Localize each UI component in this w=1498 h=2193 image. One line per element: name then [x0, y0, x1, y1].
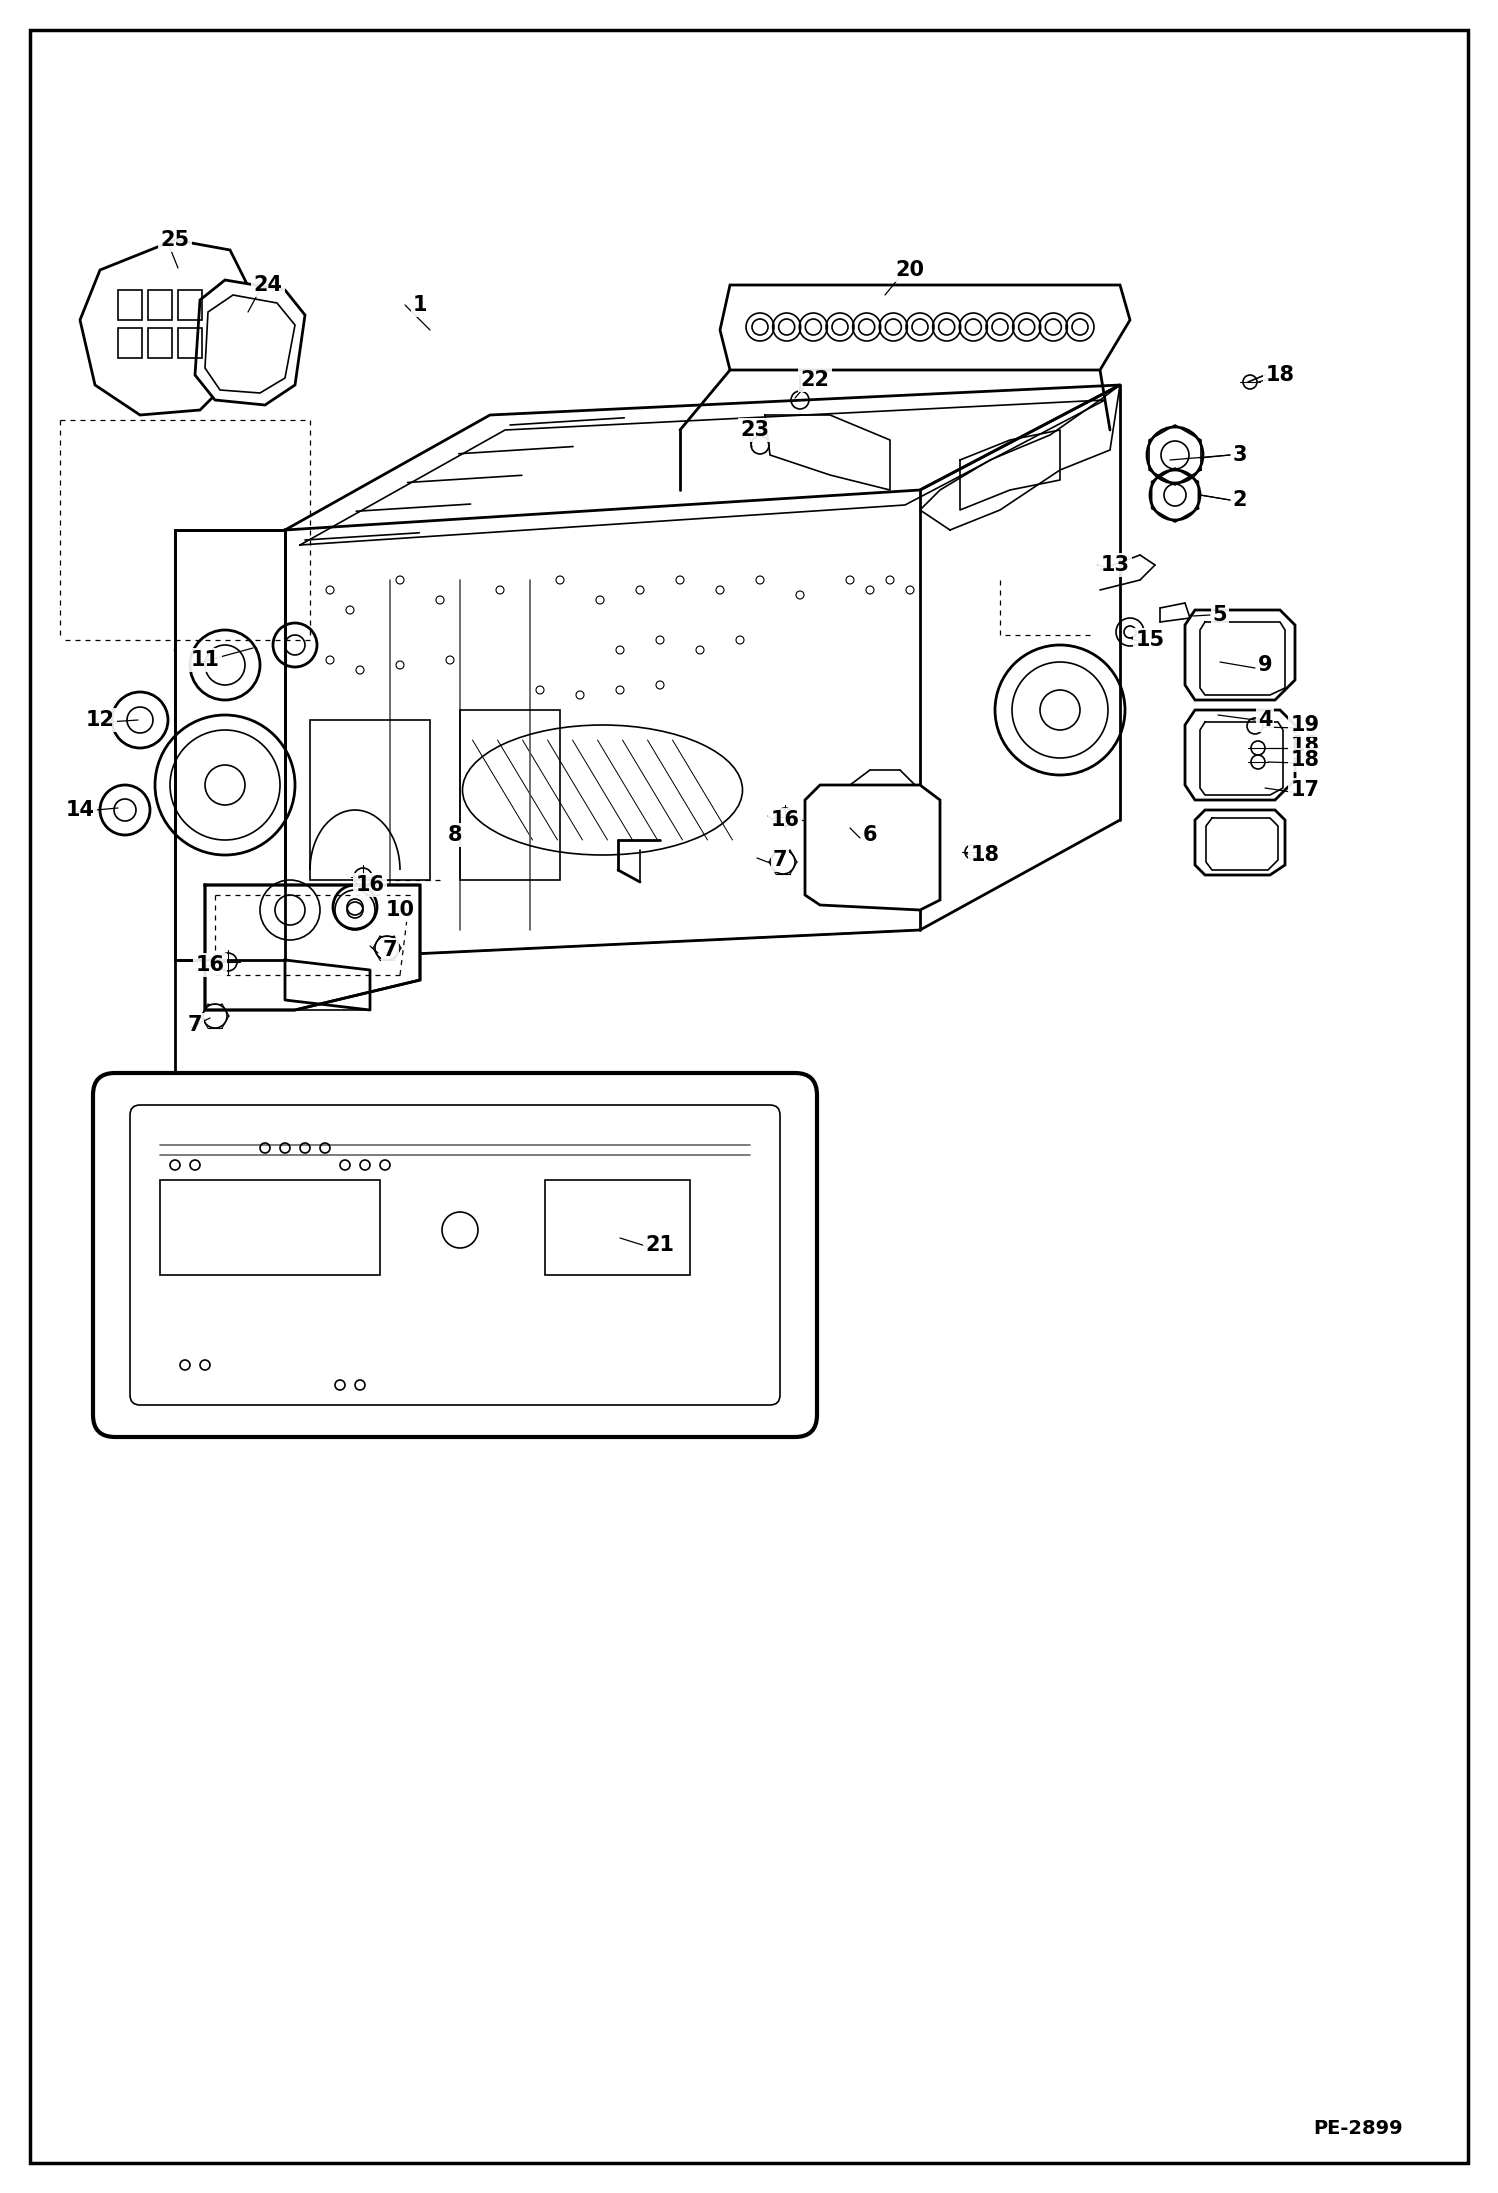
- Text: 3: 3: [1233, 445, 1248, 465]
- Text: 22: 22: [800, 371, 830, 390]
- Bar: [310, 719, 430, 879]
- Text: 12: 12: [85, 711, 114, 730]
- Text: 7: 7: [383, 941, 397, 961]
- Polygon shape: [175, 531, 285, 961]
- Text: 23: 23: [740, 421, 770, 441]
- Text: 25: 25: [160, 230, 190, 250]
- Text: 7: 7: [187, 1015, 202, 1035]
- Polygon shape: [79, 239, 250, 414]
- Text: PE-2899: PE-2899: [1314, 2118, 1402, 2138]
- Text: 16: 16: [355, 875, 385, 895]
- Text: 15: 15: [1135, 629, 1164, 649]
- Bar: [160, 1180, 380, 1274]
- Text: 4: 4: [1258, 711, 1272, 730]
- Text: 10: 10: [385, 899, 415, 921]
- Bar: [148, 289, 172, 320]
- Text: 2: 2: [1233, 489, 1248, 511]
- Bar: [148, 329, 172, 357]
- Text: 21: 21: [646, 1235, 674, 1254]
- Bar: [545, 1180, 691, 1274]
- Text: 18: 18: [971, 844, 999, 864]
- Text: 9: 9: [1258, 656, 1272, 675]
- Bar: [118, 329, 142, 357]
- Polygon shape: [1185, 711, 1294, 800]
- Text: 13: 13: [1101, 555, 1129, 575]
- Text: 1: 1: [413, 296, 427, 316]
- FancyBboxPatch shape: [93, 1072, 816, 1436]
- Polygon shape: [205, 296, 295, 393]
- Bar: [178, 329, 202, 357]
- Text: 14: 14: [66, 800, 94, 820]
- Bar: [178, 289, 202, 320]
- Text: 8: 8: [448, 825, 463, 844]
- Text: 6: 6: [863, 825, 878, 844]
- Text: 16: 16: [770, 809, 800, 829]
- Text: 7: 7: [773, 851, 788, 871]
- Polygon shape: [205, 886, 419, 1011]
- Polygon shape: [285, 961, 370, 1011]
- Bar: [460, 711, 560, 879]
- Text: 16: 16: [196, 954, 225, 976]
- Polygon shape: [195, 281, 306, 406]
- Text: 5: 5: [1213, 605, 1227, 625]
- Text: 18: 18: [1290, 750, 1320, 770]
- Bar: [118, 289, 142, 320]
- Polygon shape: [721, 285, 1129, 371]
- Text: 20: 20: [896, 261, 924, 281]
- Text: 24: 24: [253, 274, 283, 296]
- Polygon shape: [804, 785, 941, 910]
- Polygon shape: [1185, 610, 1294, 700]
- Text: 19: 19: [1290, 715, 1320, 735]
- Polygon shape: [1195, 809, 1285, 875]
- Text: 11: 11: [190, 649, 220, 671]
- Text: 17: 17: [1290, 781, 1320, 800]
- Text: 18: 18: [1266, 364, 1294, 386]
- Text: 18: 18: [1290, 735, 1320, 754]
